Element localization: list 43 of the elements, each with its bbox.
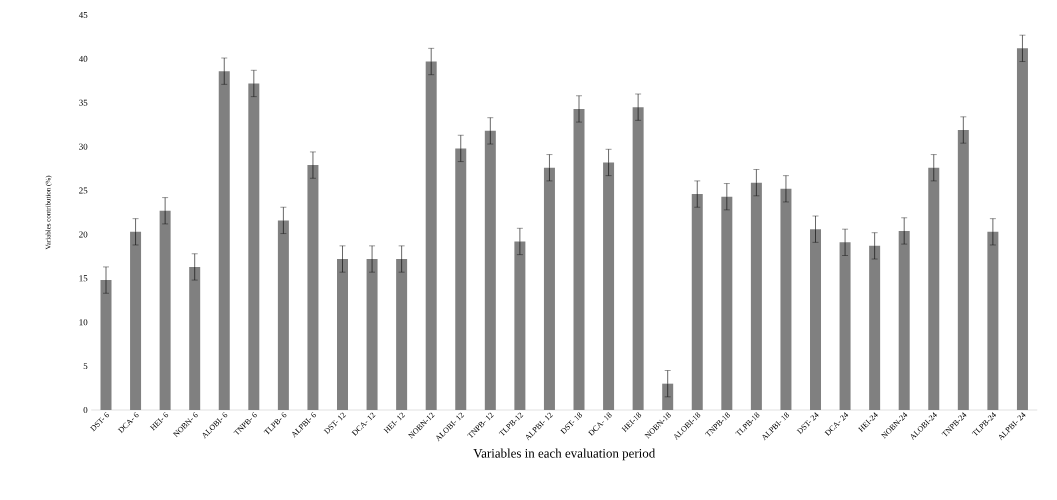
bar [957,129,969,410]
bar [425,61,437,410]
bar [337,259,348,410]
bar [721,196,733,410]
bar [603,162,615,410]
y-tick-label: 10 [79,319,88,326]
bar [218,71,230,410]
y-tick-label: 15 [79,275,88,282]
y-tick-label: 0 [83,406,88,414]
y-tick-label: 30 [79,143,88,150]
bar [100,280,112,410]
bar [1016,48,1028,410]
bar [277,220,289,410]
bar [987,231,999,410]
bar [307,165,319,410]
bar [810,229,822,410]
y-tick-label: 45 [78,12,88,18]
bar [189,266,201,410]
bar [691,194,703,410]
bar [573,108,585,410]
bar [130,231,142,410]
bar [366,259,378,410]
bar [248,83,260,410]
bar [455,148,467,410]
bar [750,182,762,410]
x-axis-title: Variables in each evaluation period [473,448,656,461]
y-tick-label: 5 [83,363,88,370]
bar [159,210,171,410]
bar [928,167,940,410]
bar [543,167,555,410]
bar [484,130,496,410]
bar [632,107,644,410]
bar [869,245,881,410]
y-tick-label: 40 [78,55,88,62]
bar [396,259,408,410]
y-tick-label: 25 [79,187,88,194]
bar [780,188,792,410]
bar [514,241,526,410]
bar [839,242,851,410]
bar [662,383,674,410]
y-tick-label: 35 [79,99,88,106]
bar [898,230,910,410]
y-tick-label: 20 [79,231,88,238]
